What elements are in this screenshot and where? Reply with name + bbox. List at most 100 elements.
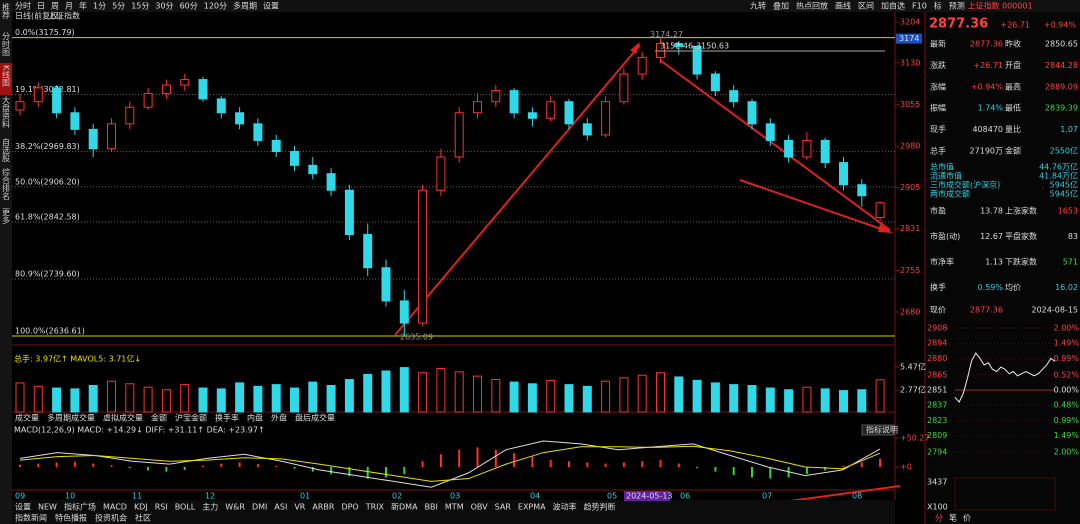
indicator-tab[interactable]: DMI: [252, 503, 267, 512]
period-tab[interactable]: 年: [79, 1, 87, 11]
indicator-tab[interactable]: SAR: [495, 503, 512, 512]
candle-body: [564, 101, 574, 125]
tool-button[interactable]: 预测: [949, 1, 965, 11]
date-label: 01: [300, 492, 310, 501]
tool-button[interactable]: 叠加: [773, 1, 789, 11]
field-value: 2877.36: [970, 40, 1003, 49]
field-label: 振幅: [930, 103, 946, 113]
tool-button[interactable]: F10: [912, 2, 927, 11]
indicator-tab[interactable]: 主力: [202, 502, 218, 512]
indicator-tab[interactable]: MTM: [445, 503, 464, 512]
indicator-tab[interactable]: BBI: [425, 503, 438, 512]
field-value: 1.13: [985, 258, 1003, 267]
tool-button[interactable]: 画线: [835, 1, 851, 11]
tool-button[interactable]: 九转: [750, 1, 766, 11]
fib-label: 19.1%(3072.81): [15, 85, 80, 94]
intraday-tab[interactable]: 分: [935, 514, 943, 523]
date-label: 08: [852, 492, 862, 501]
indicator-tab[interactable]: NEW: [38, 503, 57, 512]
now-label: 现价: [930, 306, 946, 315]
period-tab[interactable]: 15分: [131, 2, 149, 11]
indicator-tab[interactable]: DPO: [341, 503, 358, 512]
now-date: 2024-08-15: [1032, 306, 1079, 315]
indicator-tab[interactable]: TRIX: [365, 503, 385, 512]
tool-button[interactable]: 热点回放: [796, 1, 828, 11]
candle-body: [729, 90, 739, 103]
indicator-tab[interactable]: EXPMA: [518, 503, 546, 512]
candle-body: [436, 156, 446, 191]
volume-bar: [418, 372, 428, 413]
pct-label: 0.99%: [1054, 354, 1080, 363]
indicator-tab[interactable]: ARBR: [312, 503, 335, 512]
period-tab[interactable]: 月: [65, 2, 73, 11]
indicator-tab[interactable]: RSI: [155, 503, 168, 512]
indicator-tab[interactable]: MACD: [103, 503, 127, 512]
period-tab[interactable]: 120分: [204, 2, 227, 11]
field-value: 2889.09: [1045, 82, 1078, 91]
bottom-tab[interactable]: 指数新闻: [15, 513, 47, 523]
indicator-tab[interactable]: 新DMA: [391, 502, 418, 512]
tab-bar: [12, 500, 895, 524]
indicator-tab[interactable]: OBV: [471, 503, 489, 512]
period-tab[interactable]: 5分: [112, 2, 125, 11]
intraday-vol-bg: [954, 477, 1056, 511]
help-btn[interactable]: [861, 424, 895, 436]
indicator-tab[interactable]: BOLL: [175, 503, 196, 512]
period-tab[interactable]: 分时: [15, 1, 31, 11]
arrow-head: [630, 42, 640, 54]
tool-button[interactable]: 加自选: [881, 1, 905, 11]
trend-arrow: [659, 59, 891, 231]
indicator-tab[interactable]: 趋势判断: [584, 502, 616, 512]
indicator-tab[interactable]: W&R: [225, 503, 245, 512]
side-tab[interactable]: K线图: [2, 65, 11, 87]
field-value: 1653: [1058, 207, 1078, 216]
volume-tab[interactable]: 沪宝金额: [175, 413, 207, 423]
y-tick-label: 2851: [927, 386, 947, 395]
bottom-tab[interactable]: 特色播报: [55, 513, 87, 523]
volume-tab[interactable]: 外盘: [271, 413, 287, 423]
volume-tab[interactable]: 成交量: [15, 413, 39, 423]
bottom-tab[interactable]: 社区: [135, 513, 151, 523]
volume-tab[interactable]: 换手率: [215, 413, 239, 423]
period-tab[interactable]: 日: [37, 2, 45, 11]
side-tab[interactable]: 分时图: [2, 32, 11, 57]
volume-bar: [710, 382, 720, 413]
field-value: +0.94%: [971, 82, 1004, 91]
side-tab[interactable]: 综合排名: [2, 167, 11, 201]
indicator-tab[interactable]: ASI: [274, 503, 287, 512]
intraday-tab[interactable]: 价: [963, 514, 971, 523]
side-tab[interactable]: 自选股: [2, 137, 11, 163]
indicator-tab[interactable]: VR: [294, 503, 305, 512]
trend-arrow: [394, 44, 641, 336]
volume-tab[interactable]: 盘后成交量: [295, 413, 335, 423]
side-tab[interactable]: 推荐: [2, 2, 11, 20]
period-tab[interactable]: 60分: [180, 2, 198, 11]
indicator-tab[interactable]: 指标广场: [64, 502, 96, 512]
volume-bar: [656, 372, 665, 413]
y-tick-label: 2837: [927, 401, 947, 410]
period-tab[interactable]: 30分: [155, 2, 173, 11]
tool-button[interactable]: 区间: [858, 2, 874, 11]
volume-tab[interactable]: 内盘: [247, 413, 263, 423]
volume-bar: [601, 380, 611, 413]
indicator-tab[interactable]: 设置: [15, 502, 31, 512]
period-tab[interactable]: 多周期: [233, 1, 257, 11]
help-label[interactable]: 指标说明: [866, 425, 898, 435]
side-tab[interactable]: 大盘资料: [2, 95, 11, 129]
volume-tab[interactable]: 多周期成交量: [47, 413, 95, 423]
volume-tab[interactable]: 金额: [151, 413, 167, 423]
pct-label: 2.00%: [1054, 324, 1080, 333]
period-tab[interactable]: 周: [51, 2, 59, 11]
indicator-tab[interactable]: 波动率: [553, 502, 577, 512]
candle-body: [601, 101, 611, 136]
period-tab[interactable]: 1分: [93, 2, 106, 11]
period-tab[interactable]: 设置: [263, 1, 279, 11]
volume-tab[interactable]: 虚拟成交量: [103, 413, 143, 423]
side-tab[interactable]: 更多: [2, 208, 11, 225]
market-label: 流通市值: [930, 171, 962, 181]
intraday-tab[interactable]: 笔: [949, 513, 957, 523]
indicator-tab[interactable]: KDJ: [134, 503, 148, 512]
tool-button[interactable]: 标: [934, 1, 942, 11]
bottom-tab[interactable]: 投资机会: [95, 513, 127, 523]
field-label: 涨幅: [930, 81, 946, 91]
